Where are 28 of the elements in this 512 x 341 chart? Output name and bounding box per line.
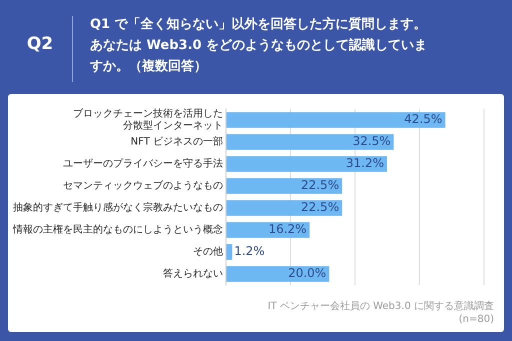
y-tick-label: ブロックチェーン技術を活用した分散型インターネット — [73, 108, 223, 132]
data-label: 31.2% — [346, 156, 384, 170]
bar — [226, 112, 446, 128]
text: (n=80) — [458, 313, 494, 326]
text: Q2 — [26, 33, 54, 56]
data-label: 20.0% — [288, 266, 326, 280]
y-tick-label: 情報の主権を民主的なものにしようという概念 — [12, 224, 223, 236]
y-tick-label: NFT ビジネスの一部 — [130, 136, 223, 148]
bar — [226, 222, 310, 238]
data-label: 1.2% — [234, 244, 265, 258]
bar — [226, 134, 394, 150]
y-tick-label: その他 — [193, 246, 223, 258]
data-label: 32.5% — [352, 134, 391, 148]
bar — [226, 244, 232, 260]
bar — [226, 156, 387, 172]
text: IT ベンチャー会社員の Web3.0 に関する意識調査 — [266, 300, 494, 313]
chart-title: Q1 で「全く知らない」以外を回答した方に質問します。あなたは Web3.0 をどのようなものとして認識していますか。（複数回答） — [90, 16, 428, 76]
bar — [226, 178, 342, 194]
y-tick-label: 答えられない — [163, 268, 223, 280]
y-tick-label: セマンティックウェブのようなもの — [63, 180, 223, 192]
data-label: 22.5% — [300, 178, 340, 192]
data-label: 16.2% — [268, 222, 307, 236]
data-label: 42.5% — [404, 112, 442, 126]
bar — [226, 200, 342, 216]
data-label: 22.5% — [300, 200, 340, 214]
y-tick-label: 抽象的すぎて手触り感がなく宗教みたいなもの — [13, 202, 223, 214]
bar — [226, 266, 330, 282]
y-tick-label: ユーザーのプライバシーを守る手法 — [63, 158, 223, 170]
